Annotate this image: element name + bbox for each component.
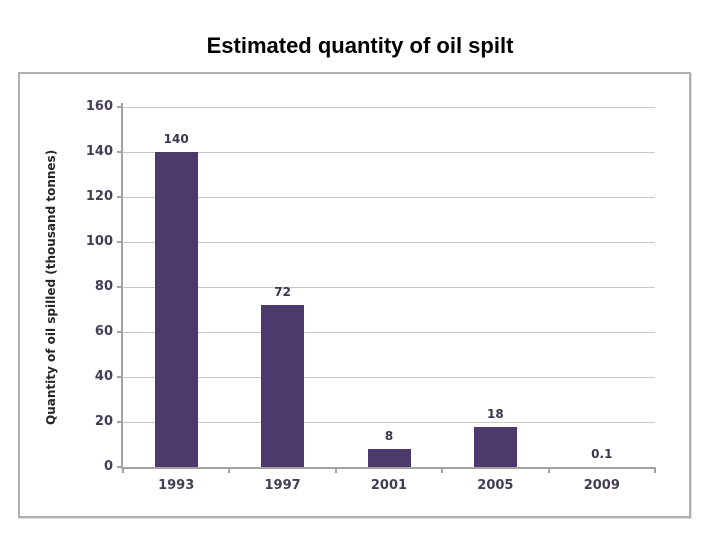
- x-tick-label-2005: 2005: [477, 478, 514, 493]
- y-tick-label-140: 140: [85, 144, 113, 159]
- gridline-y-80: [123, 286, 655, 288]
- y-tick-label-40: 40: [94, 369, 113, 384]
- bar-1993: [154, 152, 198, 467]
- x-tick-label-1993: 1993: [158, 478, 195, 493]
- x-axis-tick-1: [228, 467, 231, 473]
- y-tick-label-20: 20: [94, 414, 113, 429]
- y-axis-tick-120: [117, 196, 123, 198]
- y-axis-tick-80: [117, 286, 123, 288]
- y-axis-tick-20: [117, 421, 123, 423]
- bar-value-label-2005: 18: [487, 406, 504, 421]
- bar-value-label-2009: 0.1: [591, 446, 613, 461]
- gridline-y-20: [123, 421, 655, 423]
- plot-area: 0 20 40 60 80 100 120 140 160 140 1993 72 1997 8 2001 1…: [86, 99, 656, 493]
- x-axis-tick-2: [334, 467, 337, 473]
- gridline-y-60: [123, 331, 655, 333]
- bar-2001: [367, 449, 411, 467]
- gridline-y-160: [123, 106, 655, 108]
- x-tick-label-1997: 1997: [264, 478, 301, 493]
- y-axis-tick-0: [117, 466, 123, 468]
- y-tick-label-100: 100: [85, 234, 113, 249]
- y-tick-label-160: 160: [85, 99, 113, 114]
- y-axis-tick-100: [117, 241, 123, 243]
- chart-title: Estimated quantity of oil spilt: [206, 33, 514, 58]
- x-axis-tick-3: [441, 467, 444, 473]
- bar-1997: [261, 305, 305, 467]
- gridline-y-140: [123, 151, 655, 153]
- y-tick-label-80: 80: [94, 279, 113, 294]
- y-axis-line: [121, 103, 123, 467]
- x-tick-label-2009: 2009: [583, 478, 620, 493]
- x-axis-tick-4: [547, 467, 550, 473]
- y-axis-tick-160: [117, 106, 123, 108]
- gridline-y-40: [123, 376, 655, 378]
- bar-value-label-1997: 72: [274, 285, 291, 299]
- x-axis-line: [121, 467, 655, 469]
- y-axis-tick-140: [117, 151, 123, 153]
- y-tick-label-60: 60: [94, 324, 113, 339]
- y-tick-label-0: 0: [103, 459, 113, 474]
- bar-value-label-2001: 8: [384, 429, 394, 443]
- bar-value-label-1993: 140: [163, 132, 189, 146]
- gridline-y-100: [123, 241, 655, 243]
- x-tick-label-2001: 2001: [370, 478, 408, 493]
- y-axis-tick-40: [117, 376, 123, 378]
- x-axis-tick-0: [122, 467, 124, 473]
- x-axis-tick-5: [654, 467, 656, 473]
- y-axis-tick-60: [117, 331, 123, 333]
- y-tick-label-120: 120: [85, 189, 113, 204]
- chart-frame: Quantity of oil spilled (thousand tonnes…: [18, 72, 691, 518]
- bar-2005: [473, 426, 517, 467]
- gridline-y-120: [123, 196, 655, 198]
- y-axis-title: Quantity of oil spilled (thousand tonnes…: [44, 149, 58, 425]
